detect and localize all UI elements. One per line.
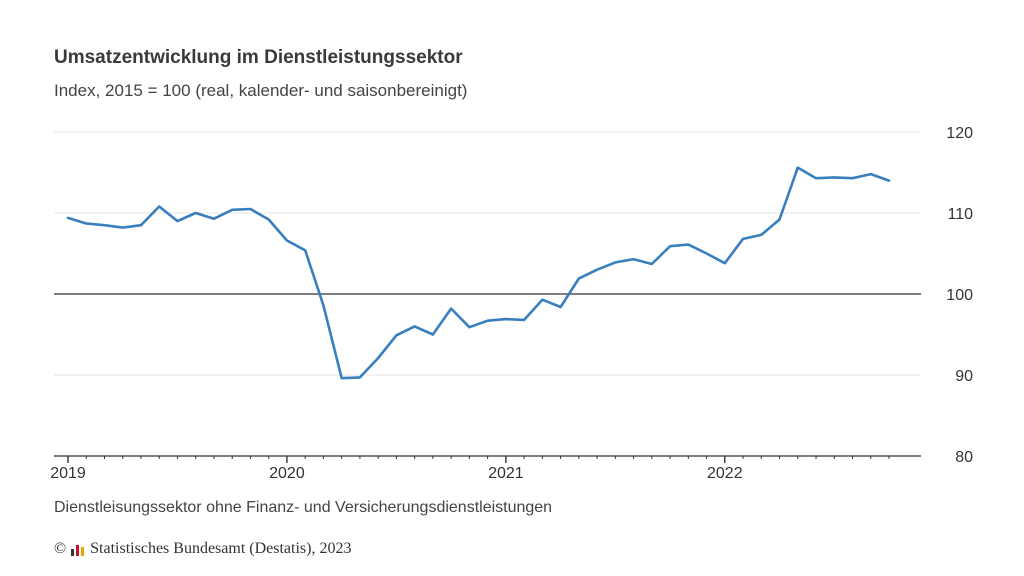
line-chart: 80 90 100 110 120 2019 2020 2021 2022 — [50, 125, 973, 482]
y-tick-label: 100 — [946, 287, 973, 304]
y-tick-label: 110 — [947, 206, 973, 223]
y-tick-label: 80 — [955, 449, 973, 466]
chart-footnote: Dienstleisungssektor ohne Finanz- und Ve… — [54, 499, 553, 516]
y-tick-label: 90 — [955, 368, 973, 385]
x-tick-label: 2020 — [269, 465, 305, 482]
destatis-bar-logo-icon — [71, 545, 85, 556]
chart-subtitle: Index, 2015 = 100 (real, kalender- und s… — [54, 81, 468, 100]
x-tick-label: 2019 — [50, 465, 86, 482]
y-tick-label: 120 — [946, 125, 973, 142]
x-tick-label: 2022 — [707, 465, 743, 482]
copyright-symbol: © — [54, 540, 67, 557]
series-line — [66, 166, 891, 380]
chart-title: Umsatzentwicklung im Dienstleistungssekt… — [54, 47, 463, 68]
x-tick-label: 2021 — [488, 465, 524, 482]
source-text: Statistisches Bundesamt (Destatis), 2023 — [90, 540, 352, 557]
source-credit: © Statistisches Bundesamt (Destatis), 20… — [54, 540, 351, 558]
